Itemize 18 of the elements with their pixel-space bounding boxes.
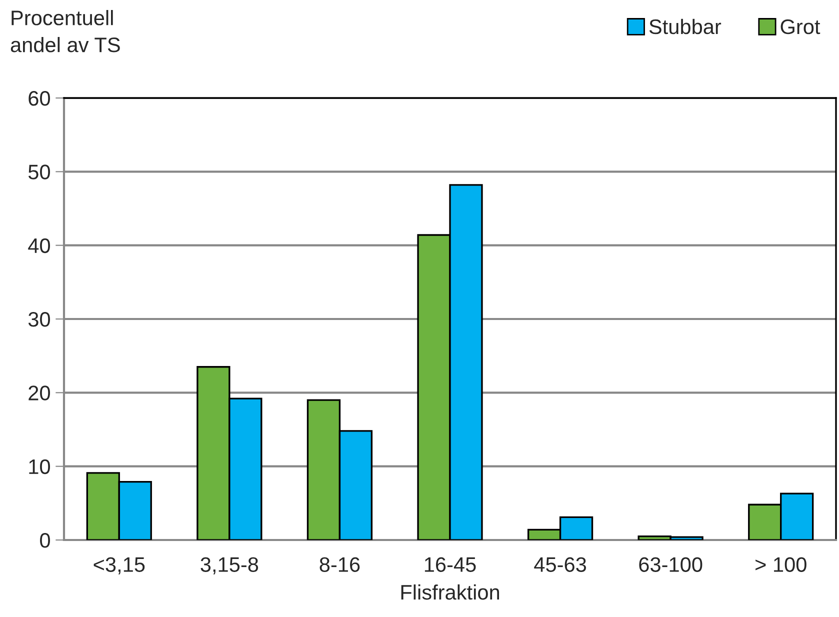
x-tick-label: 8-16 bbox=[320, 557, 360, 572]
y-tick-label: 30 bbox=[28, 312, 50, 327]
x-tick-label: <3,15 bbox=[94, 557, 145, 574]
y-tick-label: 60 bbox=[28, 91, 50, 106]
x-tick-label: 45-63 bbox=[534, 557, 586, 572]
y-tick-label: 0 bbox=[40, 533, 50, 548]
y-tick-label: 20 bbox=[28, 386, 50, 400]
y-tick-label: 40 bbox=[28, 238, 50, 254]
y-tick-label: 10 bbox=[29, 459, 50, 474]
x-axis-title: Flisfraktion bbox=[401, 584, 500, 600]
legend-label: Stubbar bbox=[649, 18, 722, 34]
y-tick-label: 50 bbox=[28, 164, 50, 180]
x-tick-label: > 100 bbox=[756, 557, 806, 572]
y-axis-title: Procentuell andel av TS bbox=[10, 10, 120, 52]
x-tick-label: 16-45 bbox=[424, 557, 476, 572]
x-tick-label: 63-100 bbox=[639, 557, 702, 572]
legend-label: Grot bbox=[780, 19, 820, 34]
x-tick-label: 3,15-8 bbox=[200, 557, 258, 574]
